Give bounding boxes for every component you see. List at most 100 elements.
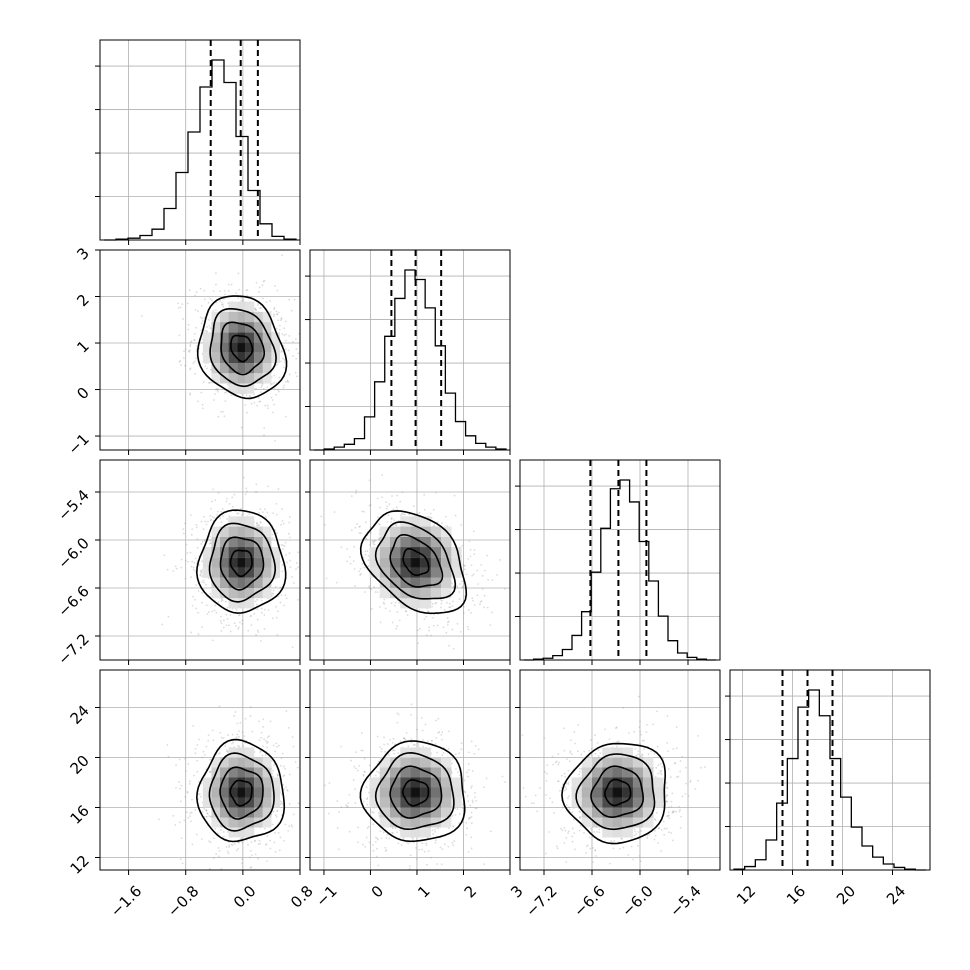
- scatter-point: [273, 764, 275, 766]
- scatter-point: [416, 512, 419, 515]
- density-cell: [211, 817, 220, 828]
- scatter-point: [237, 841, 239, 844]
- scatter-point: [221, 303, 224, 306]
- scatter-point: [346, 560, 349, 563]
- scatter-point: [431, 605, 433, 608]
- density-cell: [262, 797, 272, 808]
- scatter-point: [363, 566, 366, 569]
- scatter-point: [269, 839, 272, 842]
- scatter-point: [207, 739, 210, 742]
- scatter-point: [417, 746, 420, 748]
- scatter-point: [426, 740, 429, 743]
- scatter-point: [193, 333, 196, 335]
- scatter-point: [461, 580, 464, 583]
- scatter-point: [460, 748, 463, 751]
- density-cell: [237, 767, 246, 778]
- scatter-point: [247, 629, 250, 632]
- scatter-point: [352, 779, 355, 781]
- scatter-point: [194, 557, 197, 560]
- scatter-point: [470, 836, 473, 839]
- scatter-point: [209, 771, 212, 773]
- scatter-point: [458, 598, 461, 600]
- scatter-point: [377, 516, 380, 519]
- scatter-point: [282, 544, 284, 547]
- scatter-point: [389, 610, 391, 613]
- scatter-point: [417, 744, 420, 746]
- scatter-point: [427, 610, 430, 612]
- density-cell: [245, 817, 255, 828]
- density-cell: [228, 827, 238, 838]
- scatter-point: [263, 628, 266, 630]
- scatter-point: [397, 842, 400, 845]
- scatter-point: [452, 814, 454, 817]
- scatter-point: [294, 338, 297, 340]
- scatter-point: [199, 795, 202, 798]
- scatter-point: [208, 542, 211, 545]
- scatter-point: [288, 335, 291, 337]
- scatter-point: [200, 570, 203, 573]
- scatter-point: [423, 493, 426, 496]
- scatter-point: [333, 511, 336, 513]
- scatter-point: [259, 400, 262, 403]
- scatter-point: [454, 813, 457, 816]
- scatter-point: [410, 738, 413, 740]
- density-cell: [245, 301, 255, 312]
- density-cell: [451, 557, 462, 568]
- scatter-point: [200, 304, 203, 307]
- scatter-point: [371, 844, 374, 846]
- scatter-point: [245, 394, 248, 397]
- scatter-point: [260, 872, 262, 874]
- scatter-point: [182, 532, 185, 535]
- scatter-point: [277, 319, 280, 322]
- scatter-point: [279, 800, 282, 803]
- scatter-point: [292, 745, 295, 748]
- scatter-point: [452, 844, 455, 847]
- panel-frame: [99, 459, 301, 661]
- density-cell: [271, 567, 280, 578]
- scatter-point: [192, 362, 195, 365]
- scatter-point: [484, 569, 486, 572]
- scatter-point: [467, 775, 470, 778]
- scatter-point: [365, 786, 368, 789]
- scatter-point: [262, 745, 264, 748]
- density-cell: [390, 817, 401, 828]
- scatter-point: [374, 836, 377, 839]
- scatter-point: [195, 357, 197, 359]
- density-cell: [430, 567, 442, 578]
- density-cell: [237, 547, 246, 558]
- scatter-point: [214, 309, 217, 312]
- scatter-point: [186, 552, 189, 554]
- scatter-point: [255, 633, 257, 636]
- density-cell: [254, 311, 263, 323]
- scatter-point: [271, 533, 274, 536]
- scatter-point: [178, 781, 181, 783]
- scatter-point: [363, 771, 366, 773]
- scatter-point: [208, 840, 210, 843]
- scatter-point: [283, 774, 286, 777]
- scatter-point: [260, 307, 262, 309]
- scatter-point: [365, 537, 367, 540]
- scatter-point: [296, 598, 299, 601]
- scatter-point: [385, 849, 388, 851]
- scatter-point: [345, 804, 347, 806]
- contour-line: [229, 549, 253, 578]
- density-shading: [202, 747, 280, 838]
- scatter-point: [248, 394, 251, 397]
- scatter-point: [197, 611, 200, 614]
- scatter-point: [368, 479, 371, 482]
- density-cell: [211, 547, 220, 558]
- scatter-point: [267, 485, 270, 488]
- scatter-point: [437, 827, 439, 830]
- scatter-point: [234, 711, 237, 713]
- scatter-point: [244, 717, 247, 720]
- density-cell: [441, 577, 452, 588]
- scatter-point: [189, 367, 192, 370]
- scatter-point: [224, 391, 226, 394]
- scatter-point: [376, 735, 379, 738]
- scatter-point: [235, 609, 238, 611]
- scatter-point: [281, 802, 284, 805]
- scatter-point: [474, 807, 477, 810]
- scatter-point: [456, 622, 459, 625]
- scatter-point: [435, 719, 437, 722]
- scatter-point: [182, 528, 185, 531]
